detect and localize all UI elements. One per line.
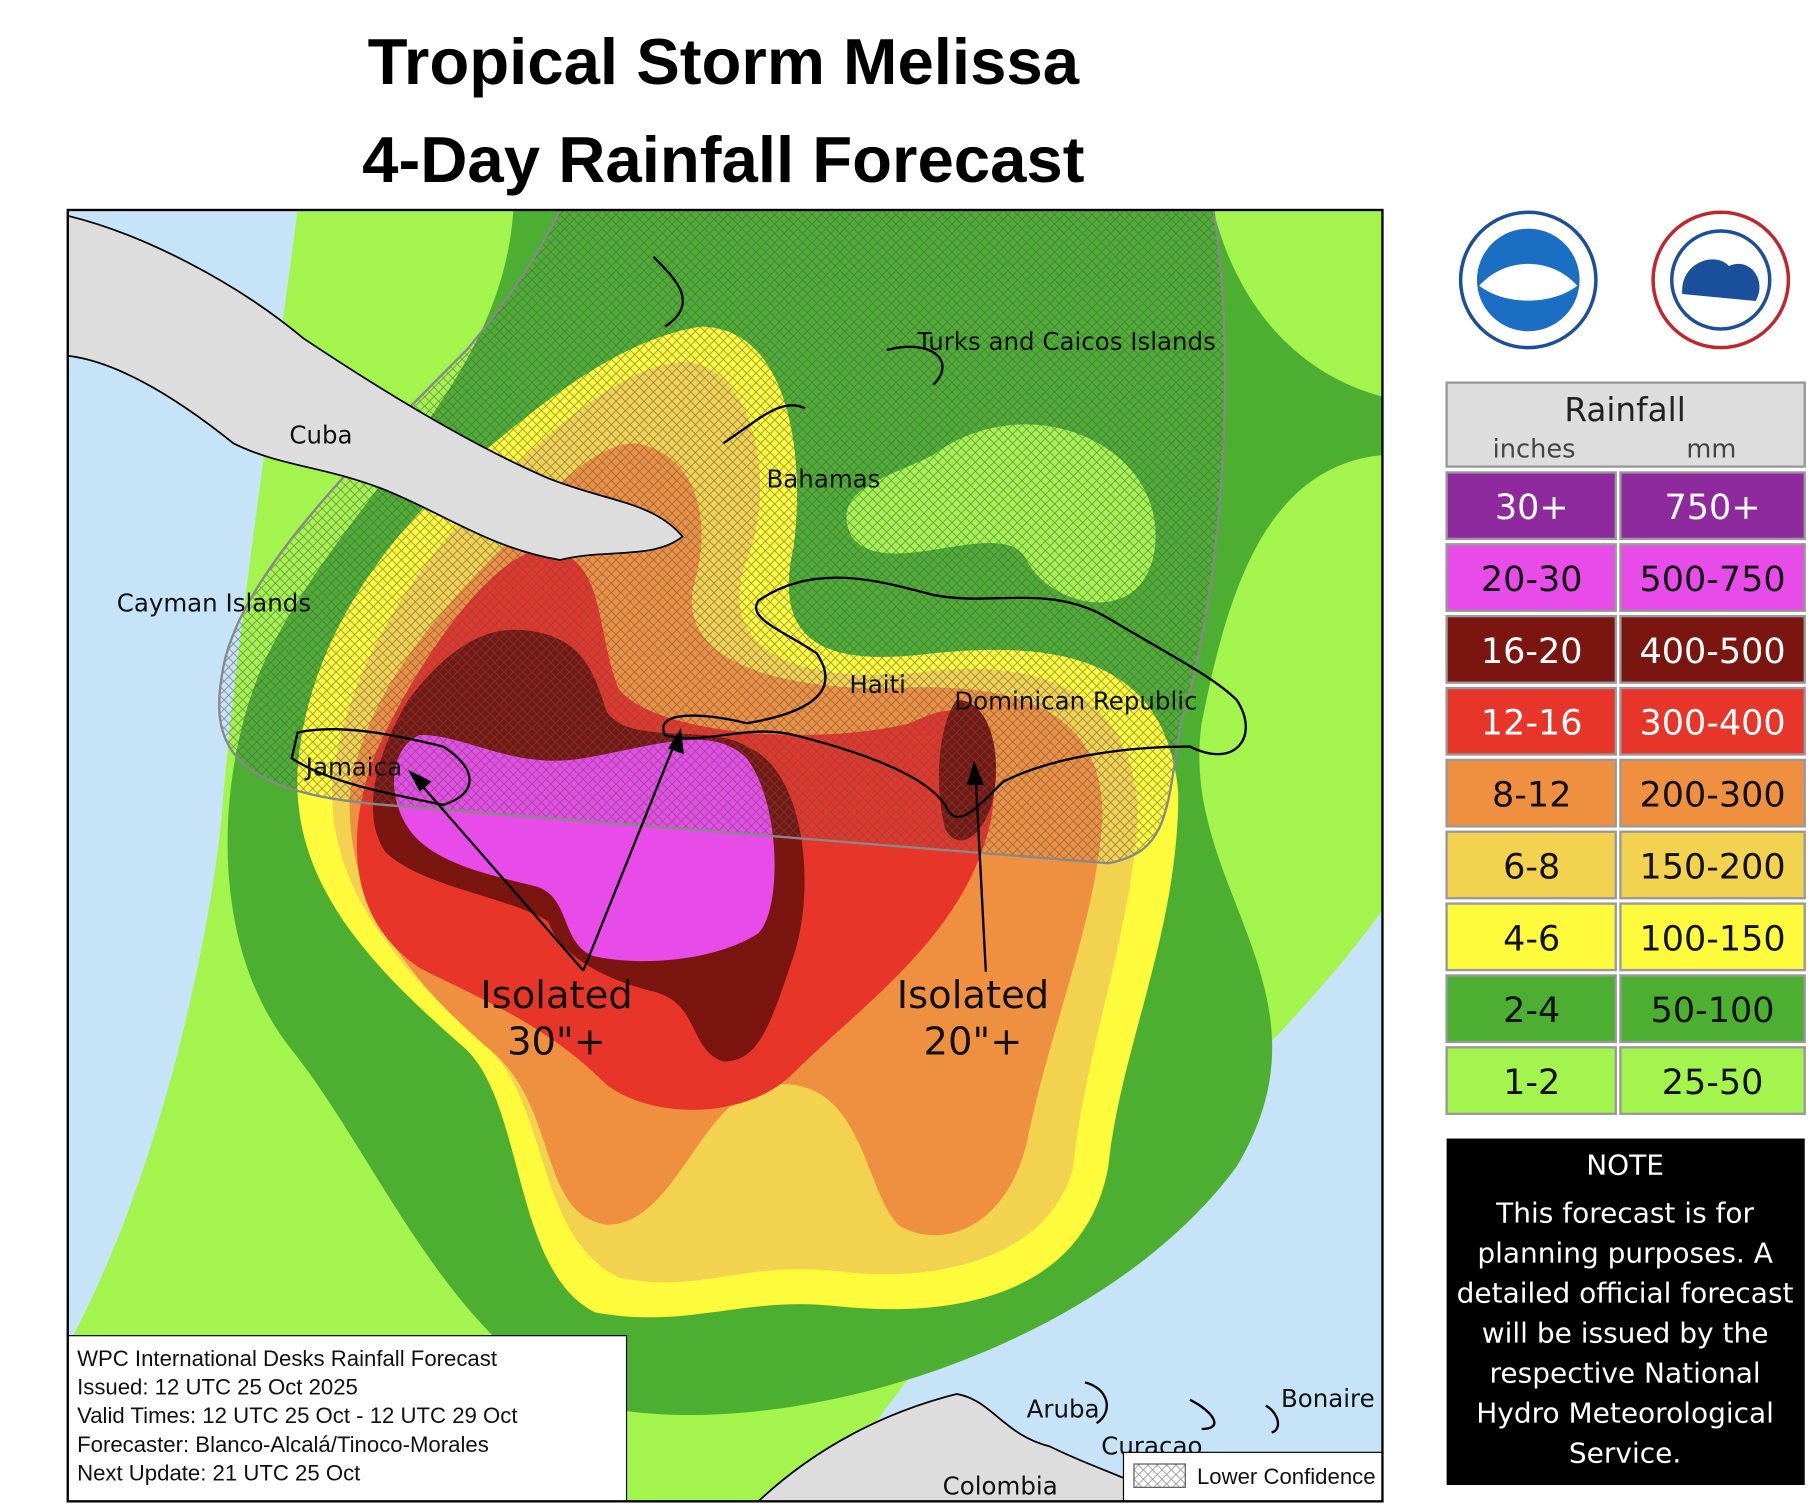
place-label: Bahamas	[767, 465, 881, 494]
annotation: Isolated	[897, 973, 1049, 1018]
arrowheads	[407, 728, 985, 792]
legend-mm: 50-100	[1651, 991, 1775, 1031]
coast-bahamas	[652, 255, 944, 445]
place-label: Cuba	[289, 420, 352, 449]
legend-swatch	[1445, 543, 1617, 612]
map-frame	[66, 208, 1384, 1503]
info-line: Issued: 12 UTC 25 Oct 2025	[77, 1375, 358, 1400]
note-body: This forecast is for planning purposes. A…	[1457, 1197, 1794, 1470]
info-line: Valid Times: 12 UTC 25 Oct - 12 UTC 29 O…	[77, 1403, 517, 1428]
legend-inches: 8-12	[1492, 776, 1571, 816]
legend-header	[1445, 381, 1806, 468]
legend-swatch	[1445, 686, 1617, 756]
note-line: planning purposes. A	[1477, 1237, 1773, 1270]
legend-swatch	[1445, 1046, 1617, 1115]
legend-swatch	[1619, 471, 1806, 541]
legend-swatch	[1619, 543, 1806, 612]
info-line: Forecaster: Blanco-Alcalá/Tinoco-Morales	[77, 1432, 489, 1457]
legend-mm: 750+	[1665, 488, 1761, 528]
place-label: Jamaica	[304, 753, 402, 782]
legend-mm: 500-750	[1639, 560, 1785, 600]
legend-swatch	[1445, 974, 1617, 1044]
place-label: Colombia	[943, 1471, 1058, 1500]
legend-column: mm	[1686, 434, 1736, 464]
legend-swatch	[1619, 902, 1806, 972]
coast-abc-islands	[1084, 1381, 1280, 1434]
place-labels: Cuba Cayman Islands Turks and Caicos Islan…	[117, 327, 1375, 1500]
land-cuba	[67, 214, 684, 561]
map: Cuba Cayman Islands Turks and Caicos Islan…	[67, 209, 1383, 1502]
info-line: Next Update: 21 UTC 25 Oct	[77, 1460, 360, 1485]
arrow	[582, 737, 678, 971]
info-line: WPC International Desks Rainfall Forecas…	[77, 1346, 497, 1371]
note-line: This forecast is for	[1495, 1197, 1754, 1230]
legend-swatch	[1445, 471, 1617, 541]
legend-swatch	[1619, 974, 1806, 1044]
legend-mm: 400-500	[1639, 632, 1785, 672]
note-line: Service.	[1569, 1437, 1681, 1470]
legend-swatch	[1445, 830, 1617, 900]
noaa-logo	[1458, 210, 1598, 350]
legend-swatch	[1619, 614, 1806, 684]
info-lines: WPC International Desks Rainfall Forecas…	[77, 1346, 517, 1485]
legend-inches: 6-8	[1503, 847, 1560, 887]
legend-swatch	[1619, 758, 1806, 828]
legend-inches: 20-30	[1481, 560, 1583, 600]
confidence-label: Lower Confidence	[1197, 1464, 1376, 1489]
legend-swatch	[1619, 830, 1806, 900]
legend-swatch	[1445, 902, 1617, 972]
legend-swatch	[1619, 1046, 1806, 1115]
place-label: Haiti	[849, 670, 906, 699]
annotation: Isolated	[480, 973, 632, 1018]
logo-bird	[1479, 263, 1578, 301]
legend-inches: 4-6	[1503, 919, 1560, 959]
legend-title: Rainfall	[1564, 391, 1685, 429]
info-box	[67, 1335, 628, 1502]
note-line: respective National	[1490, 1357, 1761, 1390]
place-label: Bonaire	[1281, 1384, 1375, 1413]
logo-cloud	[1682, 259, 1760, 301]
coast-jamaica	[290, 728, 471, 807]
note-line: detailed official forecast	[1457, 1277, 1794, 1310]
legend-inches: 1-2	[1503, 1063, 1560, 1103]
confidence-swatch	[1133, 1463, 1186, 1488]
legend-inches: 12-16	[1481, 704, 1583, 744]
note-line: Hydro Meteorological	[1476, 1397, 1774, 1430]
title-line: 4-Day Rainfall Forecast	[362, 123, 1084, 196]
legend-swatch	[1619, 686, 1806, 756]
legend-inches: 30+	[1495, 488, 1569, 528]
legend-mm: 25-50	[1662, 1063, 1764, 1103]
arrow	[414, 777, 585, 972]
annotation: 20"+	[924, 1020, 1023, 1065]
lower-confidence-area	[218, 209, 1227, 865]
place-label: Turks and Caicos Islands	[916, 327, 1216, 356]
legend-mm: 300-400	[1639, 704, 1785, 744]
place-label: Aruba	[1027, 1394, 1100, 1423]
note-title: NOTE	[1586, 1149, 1664, 1182]
arrow	[974, 769, 987, 972]
nws-logo	[1651, 210, 1791, 350]
legend-column: inches	[1493, 434, 1576, 464]
land-colombia	[757, 1393, 1168, 1502]
legend-mm: 200-300	[1639, 776, 1785, 816]
note-line: will be issued by the	[1482, 1317, 1769, 1350]
legend-swatch	[1445, 614, 1617, 684]
title-line: Tropical Storm Melissa	[368, 25, 1080, 98]
place-label: Dominican Republic	[954, 686, 1197, 715]
legend-mm: 150-200	[1639, 847, 1785, 887]
arrows	[407, 728, 987, 972]
note-box	[1446, 1138, 1805, 1486]
legend-inches: 2-4	[1503, 991, 1560, 1031]
legend-swatch	[1445, 758, 1617, 828]
place-label: Cayman Islands	[117, 588, 311, 617]
legend-mm: 100-150	[1639, 919, 1785, 959]
coast-hispaniola	[662, 576, 1247, 819]
legend-inches: 16-20	[1481, 632, 1583, 672]
legend: Rainfall inches mm 30+ 750+ 20-30 500-750 16…	[1445, 381, 1806, 1115]
annotation: 30"+	[507, 1020, 606, 1065]
